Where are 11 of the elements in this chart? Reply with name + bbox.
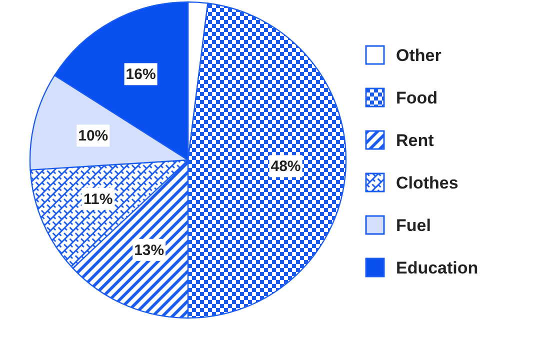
- legend-label: Rent: [396, 131, 434, 150]
- legend-label: Fuel: [396, 216, 431, 235]
- data-label: 13%: [134, 242, 164, 259]
- data-label: 48%: [270, 158, 301, 176]
- data-label: 11%: [83, 190, 113, 208]
- legend-label: Education: [396, 258, 478, 278]
- legend-label: Food: [396, 88, 438, 108]
- data-label: 10%: [78, 128, 108, 145]
- data-label: 16%: [126, 66, 156, 84]
- legend-label: Clothes: [396, 174, 458, 192]
- legend-label: Other: [396, 46, 442, 65]
